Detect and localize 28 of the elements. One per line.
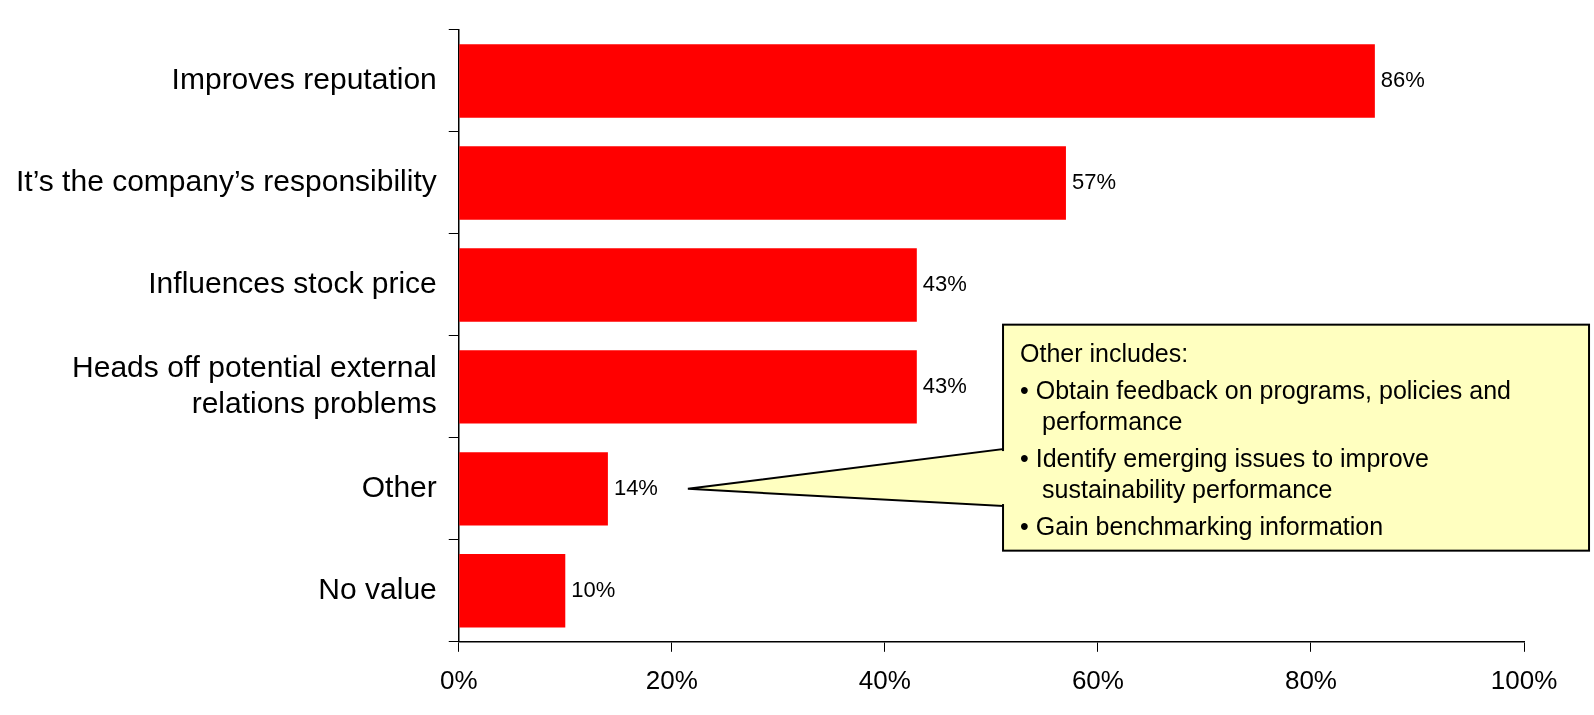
data-label: 10% [571, 576, 616, 602]
y-tick-label: It’s the company’s responsibility [16, 164, 437, 198]
x-tick-label: 80% [1284, 664, 1337, 695]
data-label: 86% [1380, 67, 1425, 93]
y-tick-label: Improves reputation [171, 62, 437, 96]
bar [459, 44, 1375, 118]
bar [459, 350, 917, 424]
data-label: 57% [1071, 169, 1116, 195]
data-label: 43% [922, 372, 967, 398]
annotation: Other includes: [1020, 337, 1190, 369]
x-tick-label: 20% [645, 664, 698, 695]
annotation: • Obtain feedback on programs, policies and performance [1020, 374, 1512, 437]
data-label: 43% [922, 270, 967, 296]
bar [459, 554, 566, 628]
annotation: • Gain benchmarking information [1020, 510, 1385, 542]
data-label: 14% [613, 474, 658, 500]
y-tick-label: Other [361, 470, 437, 504]
x-tick-label: 60% [1071, 664, 1124, 695]
bar [459, 452, 608, 526]
bar [459, 146, 1066, 220]
bar [459, 248, 917, 322]
y-tick-label: Heads off potential external relations problems [72, 350, 437, 420]
x-tick-label: 40% [858, 664, 911, 695]
annotation: • Identify emerging issues to improve sustainability performance [1020, 442, 1430, 505]
x-tick-label: 0% [439, 664, 478, 695]
y-tick-label: Influences stock price [148, 266, 437, 300]
y-tick-label: No value [318, 572, 437, 606]
x-tick-label: 100% [1490, 664, 1558, 695]
